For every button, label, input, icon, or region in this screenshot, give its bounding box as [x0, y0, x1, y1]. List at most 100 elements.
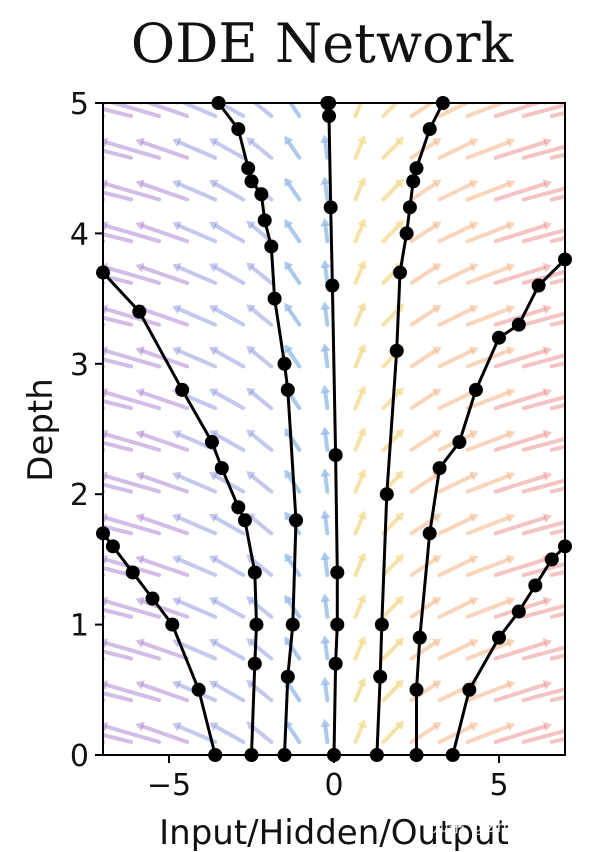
vector-arrow-head	[542, 471, 552, 482]
vector-arrow	[103, 649, 134, 661]
vector-arrow-head	[103, 179, 109, 189]
vector-arrow	[521, 603, 565, 619]
vector-arrow	[214, 307, 246, 327]
y-ticks: 0 1 2 3 4 5	[70, 87, 103, 774]
vector-arrow	[353, 557, 364, 578]
vector-arrow	[521, 436, 565, 452]
vector-arrow-head	[357, 93, 366, 102]
vector-arrow-head	[26, 179, 35, 189]
trajectory-5-point	[402, 200, 417, 215]
vector-arrow-head	[284, 594, 294, 605]
vector-arrow	[286, 349, 302, 369]
vector-arrow-head	[432, 722, 442, 731]
vector-arrow	[549, 236, 565, 244]
vector-arrow-head	[209, 471, 219, 481]
x-tick-label: 5	[489, 768, 508, 803]
vector-arrow	[103, 315, 134, 327]
vector-arrow	[381, 641, 401, 661]
vector-arrow	[141, 516, 190, 536]
vector-arrow	[353, 182, 364, 202]
vector-arrow	[437, 516, 474, 536]
trajectory-3-point	[244, 174, 259, 189]
vector-arrow	[141, 390, 190, 411]
vector-arrow	[250, 140, 274, 160]
vector-arrow	[177, 641, 218, 661]
vector-arrow	[104, 223, 162, 244]
trajectory-2-point	[247, 656, 262, 671]
y-tick-label: 5	[70, 87, 89, 122]
vector-arrow	[465, 432, 510, 452]
vector-arrow-head	[542, 304, 552, 315]
vector-arrow	[214, 516, 246, 536]
vector-arrow-head	[394, 136, 404, 146]
trajectory-5-point	[393, 265, 407, 280]
vector-arrow-head	[139, 103, 143, 106]
vector-arrow	[250, 265, 274, 285]
vector-arrow-head	[394, 387, 404, 397]
vector-arrow	[141, 682, 190, 703]
trajectory-3-point	[289, 513, 304, 528]
vector-arrow	[353, 223, 364, 244]
vector-arrow-head	[103, 429, 109, 440]
vector-arrow-head	[579, 96, 588, 106]
vector-arrow	[286, 182, 302, 202]
vector-arrow-head	[284, 636, 294, 647]
vector-arrow-head	[357, 594, 367, 604]
vector-arrow-head	[284, 344, 294, 354]
vector-arrow	[521, 353, 565, 369]
vector-arrow	[104, 390, 162, 411]
vector-arrow	[323, 724, 330, 744]
vector-arrow-head	[246, 220, 256, 230]
vector-arrow	[104, 182, 162, 202]
trajectory-6-point	[531, 278, 546, 293]
vector-arrow-head	[320, 301, 331, 311]
vector-arrow	[104, 641, 162, 661]
trajectory-5-point	[373, 669, 388, 684]
trajectory-5-point	[389, 343, 404, 358]
vector-arrow-head	[209, 388, 219, 398]
vector-arrow-head	[246, 262, 256, 272]
vector-arrow	[103, 280, 105, 285]
vector-arrow-head	[103, 554, 109, 565]
vector-arrow-head	[542, 513, 552, 523]
vector-arrow-head	[62, 388, 71, 398]
vector-arrow	[104, 349, 162, 369]
vector-arrow	[381, 223, 401, 244]
vector-arrow	[437, 599, 474, 619]
vector-arrow-head	[544, 103, 548, 106]
vector-arrow-head	[320, 468, 331, 477]
trajectory-3-point	[241, 161, 256, 176]
vector-arrow-head	[62, 430, 71, 440]
vector-arrow	[549, 611, 565, 619]
vector-arrow	[353, 682, 364, 703]
vector-arrow	[250, 349, 274, 369]
vector-arrow-head	[579, 638, 588, 648]
vector-arrow-head	[135, 680, 145, 690]
vector-arrow	[549, 110, 565, 119]
vector-arrow	[437, 474, 474, 494]
vector-arrow-head	[62, 597, 71, 607]
trajectory-5-point	[374, 617, 389, 632]
vector-arrow-head	[542, 221, 552, 231]
vector-arrow-head	[357, 176, 367, 187]
vector-arrow	[549, 319, 565, 327]
vector-arrow	[521, 269, 565, 285]
vector-arrow-head	[209, 680, 219, 690]
vector-arrow-head	[579, 597, 588, 607]
vector-arrow	[250, 724, 274, 744]
trajectory-3-point	[280, 382, 295, 397]
vector-arrow	[141, 223, 190, 244]
vector-arrow-head	[172, 722, 182, 732]
vector-arrow	[549, 736, 565, 744]
vector-arrow-head	[579, 388, 588, 398]
vector-arrow-head	[246, 596, 256, 606]
vector-arrow-head	[246, 471, 256, 481]
trajectory-3-point	[254, 187, 269, 202]
vector-arrow-head	[469, 221, 479, 231]
vector-arrow-head	[357, 343, 367, 354]
vector-arrow	[353, 724, 364, 744]
vector-arrow	[177, 557, 218, 578]
vector-arrow	[465, 682, 510, 703]
vector-arrow	[409, 265, 437, 285]
vector-arrow-head	[209, 305, 219, 314]
